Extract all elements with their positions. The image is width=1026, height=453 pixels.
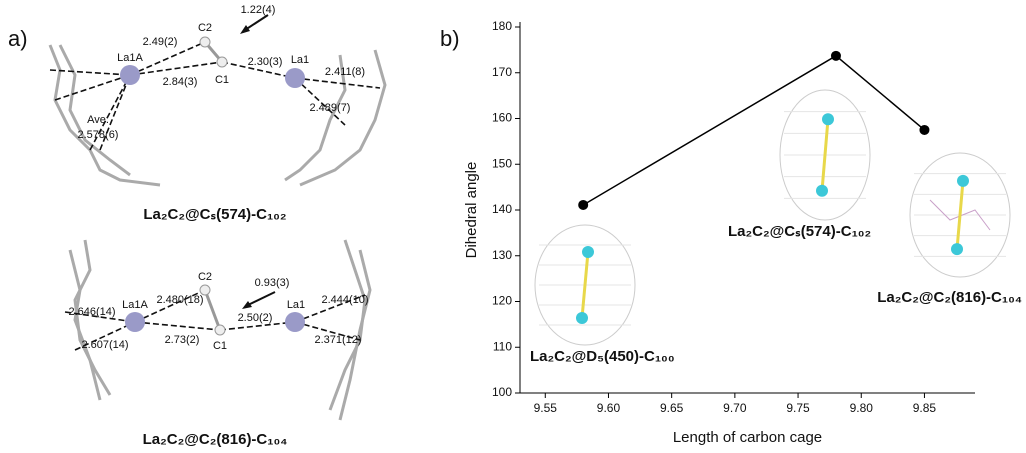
cage-inset <box>929 199 991 231</box>
atom-label: 2.578(6) <box>78 129 119 141</box>
annotation: La₂C₂@Cₛ(574)-C₁₀₂ <box>728 223 871 240</box>
atom-label: C2 <box>198 271 212 283</box>
atom-label: 0.93(3) <box>255 277 290 289</box>
y-tick-label: 100 <box>492 385 512 399</box>
x-tick-label: 9.80 <box>850 401 874 415</box>
x-tick-label: 9.60 <box>597 401 621 415</box>
atom <box>822 113 834 126</box>
atom-label: 2.73(2) <box>165 334 200 346</box>
atom <box>582 246 594 258</box>
y-tick-label: 130 <box>492 248 512 262</box>
x-tick-label: 9.85 <box>913 401 937 415</box>
bond <box>580 251 590 319</box>
atom-label: 2.50(2) <box>238 312 273 324</box>
chart: 100 110 120 130 140 150 160 170 180 9.55 9.60 9.65 9… <box>463 19 1022 446</box>
y-axis-label: Dihedral angle <box>463 162 480 259</box>
point <box>578 199 589 210</box>
atom-label: C1 <box>215 74 229 86</box>
atom-label: Ave. <box>87 114 109 126</box>
y-tick-label: 140 <box>492 202 512 216</box>
line <box>582 54 925 206</box>
atom-label: 2.607(14) <box>81 339 128 351</box>
structure-bottom <box>64 239 372 421</box>
y-tick-label: 120 <box>492 294 512 308</box>
cage-inset <box>909 152 1011 278</box>
bond <box>955 180 965 250</box>
atom <box>957 174 969 187</box>
structure-title: La₂C₂@C₂(816)-C₁₀₄ <box>143 431 288 448</box>
atom-label: 2.480(18) <box>156 294 203 306</box>
cage-inset <box>779 89 871 221</box>
atom-label: 2.371(12) <box>314 334 361 346</box>
atom-label: 2.646(14) <box>68 306 115 318</box>
atom-label: 2.84(3) <box>163 76 198 88</box>
y-tick-label: 170 <box>492 65 512 79</box>
atom-label: La1 <box>291 54 309 66</box>
atom <box>816 184 828 197</box>
panel-label: a) <box>8 26 28 51</box>
atom-label: La1 <box>287 299 305 311</box>
x-axis-label: Length of carbon cage <box>673 429 822 446</box>
x-tick-label: 9.70 <box>723 401 747 415</box>
y-tick-label: 150 <box>492 156 512 170</box>
x-tick-label: 9.65 <box>660 401 684 415</box>
annotation: La₂C₂@C₂(816)-C₁₀₄ <box>877 289 1022 306</box>
atom <box>951 243 963 256</box>
cage-inset <box>534 224 636 346</box>
y-tick-label: 180 <box>492 19 512 33</box>
atom <box>576 312 588 324</box>
panel-label: b) <box>440 26 460 51</box>
annotation: La₂C₂@D₅(450)-C₁₀₀ <box>530 348 675 365</box>
atom-label: C2 <box>198 22 212 34</box>
y-tick-label: 110 <box>493 339 512 353</box>
atom-label: 1.22(4) <box>241 4 276 16</box>
atom-label: 2.489(7) <box>310 102 351 114</box>
y-tick-label: 160 <box>492 111 512 125</box>
atom-label: 2.30(3) <box>248 56 283 68</box>
bond <box>820 119 830 191</box>
point <box>919 124 930 135</box>
atom-label: La1A <box>122 299 148 311</box>
point <box>830 50 841 61</box>
structure-title: La₂C₂@Cₛ(574)-C₁₀₂ <box>143 206 286 223</box>
atom-label: C1 <box>213 340 227 352</box>
atom-label: La1A <box>117 52 143 64</box>
atom-label: 2.444(10) <box>321 294 368 306</box>
structure-top <box>48 14 387 187</box>
atom-label: 2.411(8) <box>325 66 365 78</box>
atom-label: 2.49(2) <box>143 36 178 48</box>
x-tick-label: 9.55 <box>534 401 558 415</box>
x-tick-label: 9.75 <box>786 401 810 415</box>
